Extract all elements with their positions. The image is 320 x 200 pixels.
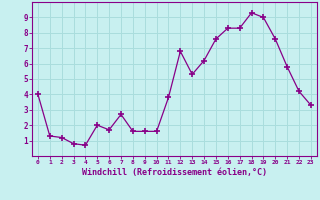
X-axis label: Windchill (Refroidissement éolien,°C): Windchill (Refroidissement éolien,°C) xyxy=(82,168,267,177)
